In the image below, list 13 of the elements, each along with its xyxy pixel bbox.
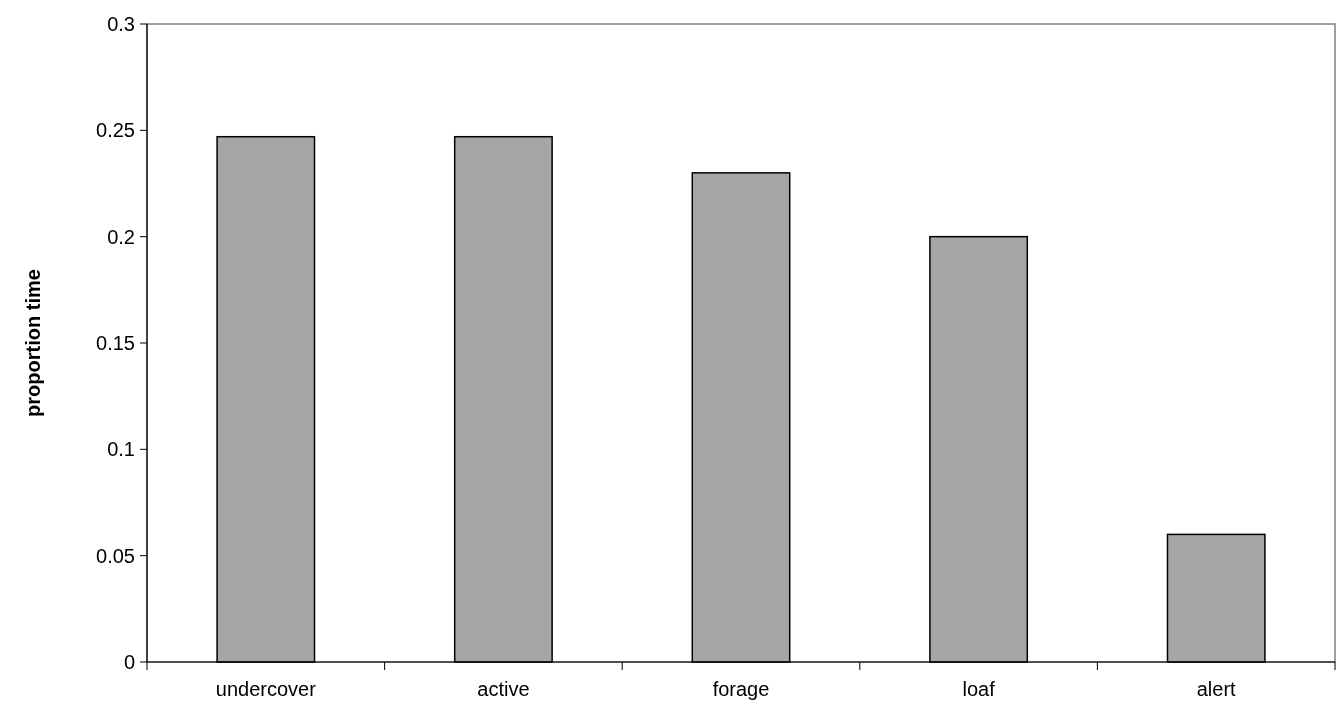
y-tick-label: 0.15 — [96, 332, 135, 354]
y-tick-label: 0.1 — [107, 438, 135, 461]
y-tick-label: 0.2 — [107, 225, 135, 248]
y-axis-title: proportion time — [22, 269, 44, 417]
x-tick-label: loaf — [962, 678, 996, 700]
x-tick-label: undercover — [215, 678, 317, 700]
y-tick-label: 0.25 — [96, 119, 135, 142]
x-tick-label: active — [477, 678, 530, 700]
x-tick-label: forage — [712, 678, 770, 700]
x-tick-label: alert — [1196, 678, 1237, 700]
y-tick-label: 0 — [123, 651, 135, 673]
y-tick-label: 0.05 — [96, 544, 135, 567]
y-tick-label: 0.3 — [107, 13, 135, 35]
